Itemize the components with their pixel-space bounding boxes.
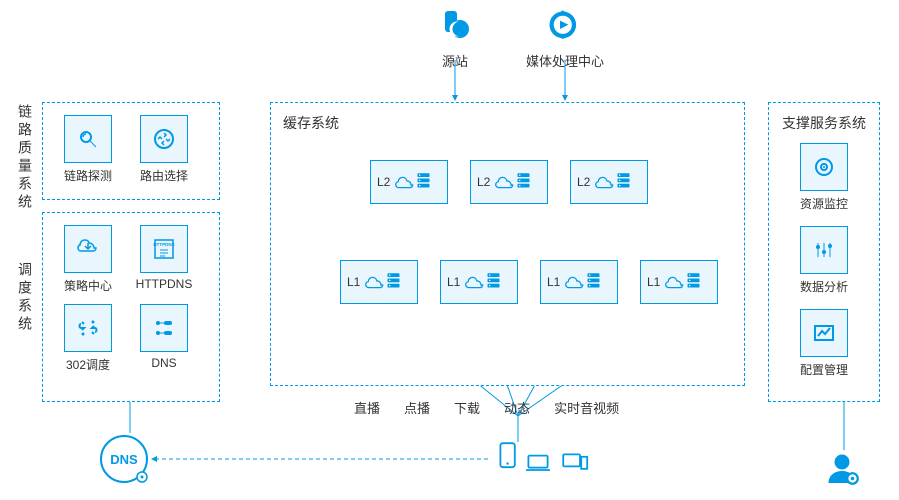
module-sched302: 302调度	[55, 304, 121, 373]
cache-title: 缓存系统	[271, 103, 744, 137]
module-strategy: 策略中心	[55, 225, 121, 294]
strategy-icon	[64, 225, 112, 273]
server-icon	[686, 271, 702, 293]
cache-node-l1: L1	[540, 260, 618, 304]
origin-label: 源站	[410, 51, 500, 70]
cache-node-l1: L1	[640, 260, 718, 304]
media-label: 媒体处理中心	[520, 51, 610, 70]
cloud-icon	[664, 274, 686, 290]
analytics-icon	[800, 226, 848, 274]
httpdns-icon	[140, 225, 188, 273]
cloud-icon	[394, 174, 416, 190]
cache-level-label: L2	[577, 175, 590, 189]
service-label: 直播	[354, 398, 380, 417]
config-icon	[800, 309, 848, 357]
module-label: 302调度	[55, 356, 121, 373]
cloud-icon	[564, 274, 586, 290]
schedule-system-box: 策略中心 HTTPDNS 302调度 DNS	[42, 212, 220, 402]
cache-system-box: 缓存系统	[270, 102, 745, 386]
cache-node-l2: L2	[470, 160, 548, 204]
link-probe-icon	[64, 115, 112, 163]
monitor-icon	[800, 143, 848, 191]
cache-level-label: L2	[477, 175, 490, 189]
origin-icon	[436, 8, 474, 42]
service-label: 动态	[504, 398, 530, 417]
module-dns: DNS	[131, 304, 197, 373]
server-icon	[486, 271, 502, 293]
client-devices	[498, 442, 592, 474]
cloud-icon	[464, 274, 486, 290]
dns-icon	[140, 304, 188, 352]
module-label: 路由选择	[131, 167, 197, 184]
module-label: HTTPDNS	[131, 277, 197, 291]
module-route-select: 路由选择	[131, 115, 197, 184]
module-label: 链路探测	[55, 167, 121, 184]
service-label: 点播	[404, 398, 430, 417]
sched302-icon	[64, 304, 112, 352]
server-icon	[616, 171, 632, 193]
server-icon	[586, 271, 602, 293]
cache-level-label: L2	[377, 175, 390, 189]
module-label: 策略中心	[55, 277, 121, 294]
module-httpdns: HTTPDNS	[131, 225, 197, 294]
module-link-probe: 链路探测	[55, 115, 121, 184]
server-icon	[386, 271, 402, 293]
dns-badge-text: DNS	[110, 452, 137, 467]
module-analytics: 数据分析	[791, 226, 857, 295]
laptop-icon	[526, 452, 554, 474]
schedule-vlabel: 调度系统	[15, 262, 35, 334]
support-system-box: 支撑服务系统 资源监控 数据分析 配置管理	[768, 102, 880, 402]
dns-badge: DNS	[100, 435, 148, 483]
module-monitor: 资源监控	[791, 143, 857, 212]
phone-icon	[498, 442, 518, 474]
cache-level-label: L1	[447, 275, 460, 289]
module-label: DNS	[131, 356, 197, 370]
cache-node-l2: L2	[570, 160, 648, 204]
module-label: 数据分析	[791, 278, 857, 295]
user-admin-icon	[824, 450, 864, 490]
cloud-icon	[364, 274, 386, 290]
service-label: 下载	[454, 398, 480, 417]
server-icon	[416, 171, 432, 193]
cache-level-label: L1	[547, 275, 560, 289]
cloud-icon	[594, 174, 616, 190]
cache-node-l1: L1	[440, 260, 518, 304]
service-labels: 直播 点播 下载 动态 实时音视频	[354, 398, 619, 417]
route-select-icon	[140, 115, 188, 163]
support-title: 支撑服务系统	[769, 103, 879, 137]
media-icon	[546, 8, 584, 42]
cache-node-l1: L1	[340, 260, 418, 304]
cache-level-label: L1	[647, 275, 660, 289]
origin-station: 源站	[410, 8, 500, 70]
module-label: 配置管理	[791, 361, 857, 378]
module-label: 资源监控	[791, 195, 857, 212]
module-config: 配置管理	[791, 309, 857, 378]
desktop-icon	[562, 452, 592, 474]
link-quality-vlabel: 链路质量系统	[15, 104, 35, 212]
cache-node-l2: L2	[370, 160, 448, 204]
service-label: 实时音视频	[554, 398, 619, 417]
cloud-icon	[494, 174, 516, 190]
media-center: 媒体处理中心	[520, 8, 610, 70]
link-quality-system-box: 链路探测 路由选择	[42, 102, 220, 200]
cache-level-label: L1	[347, 275, 360, 289]
server-icon	[516, 171, 532, 193]
dns-gear-icon	[136, 471, 148, 483]
